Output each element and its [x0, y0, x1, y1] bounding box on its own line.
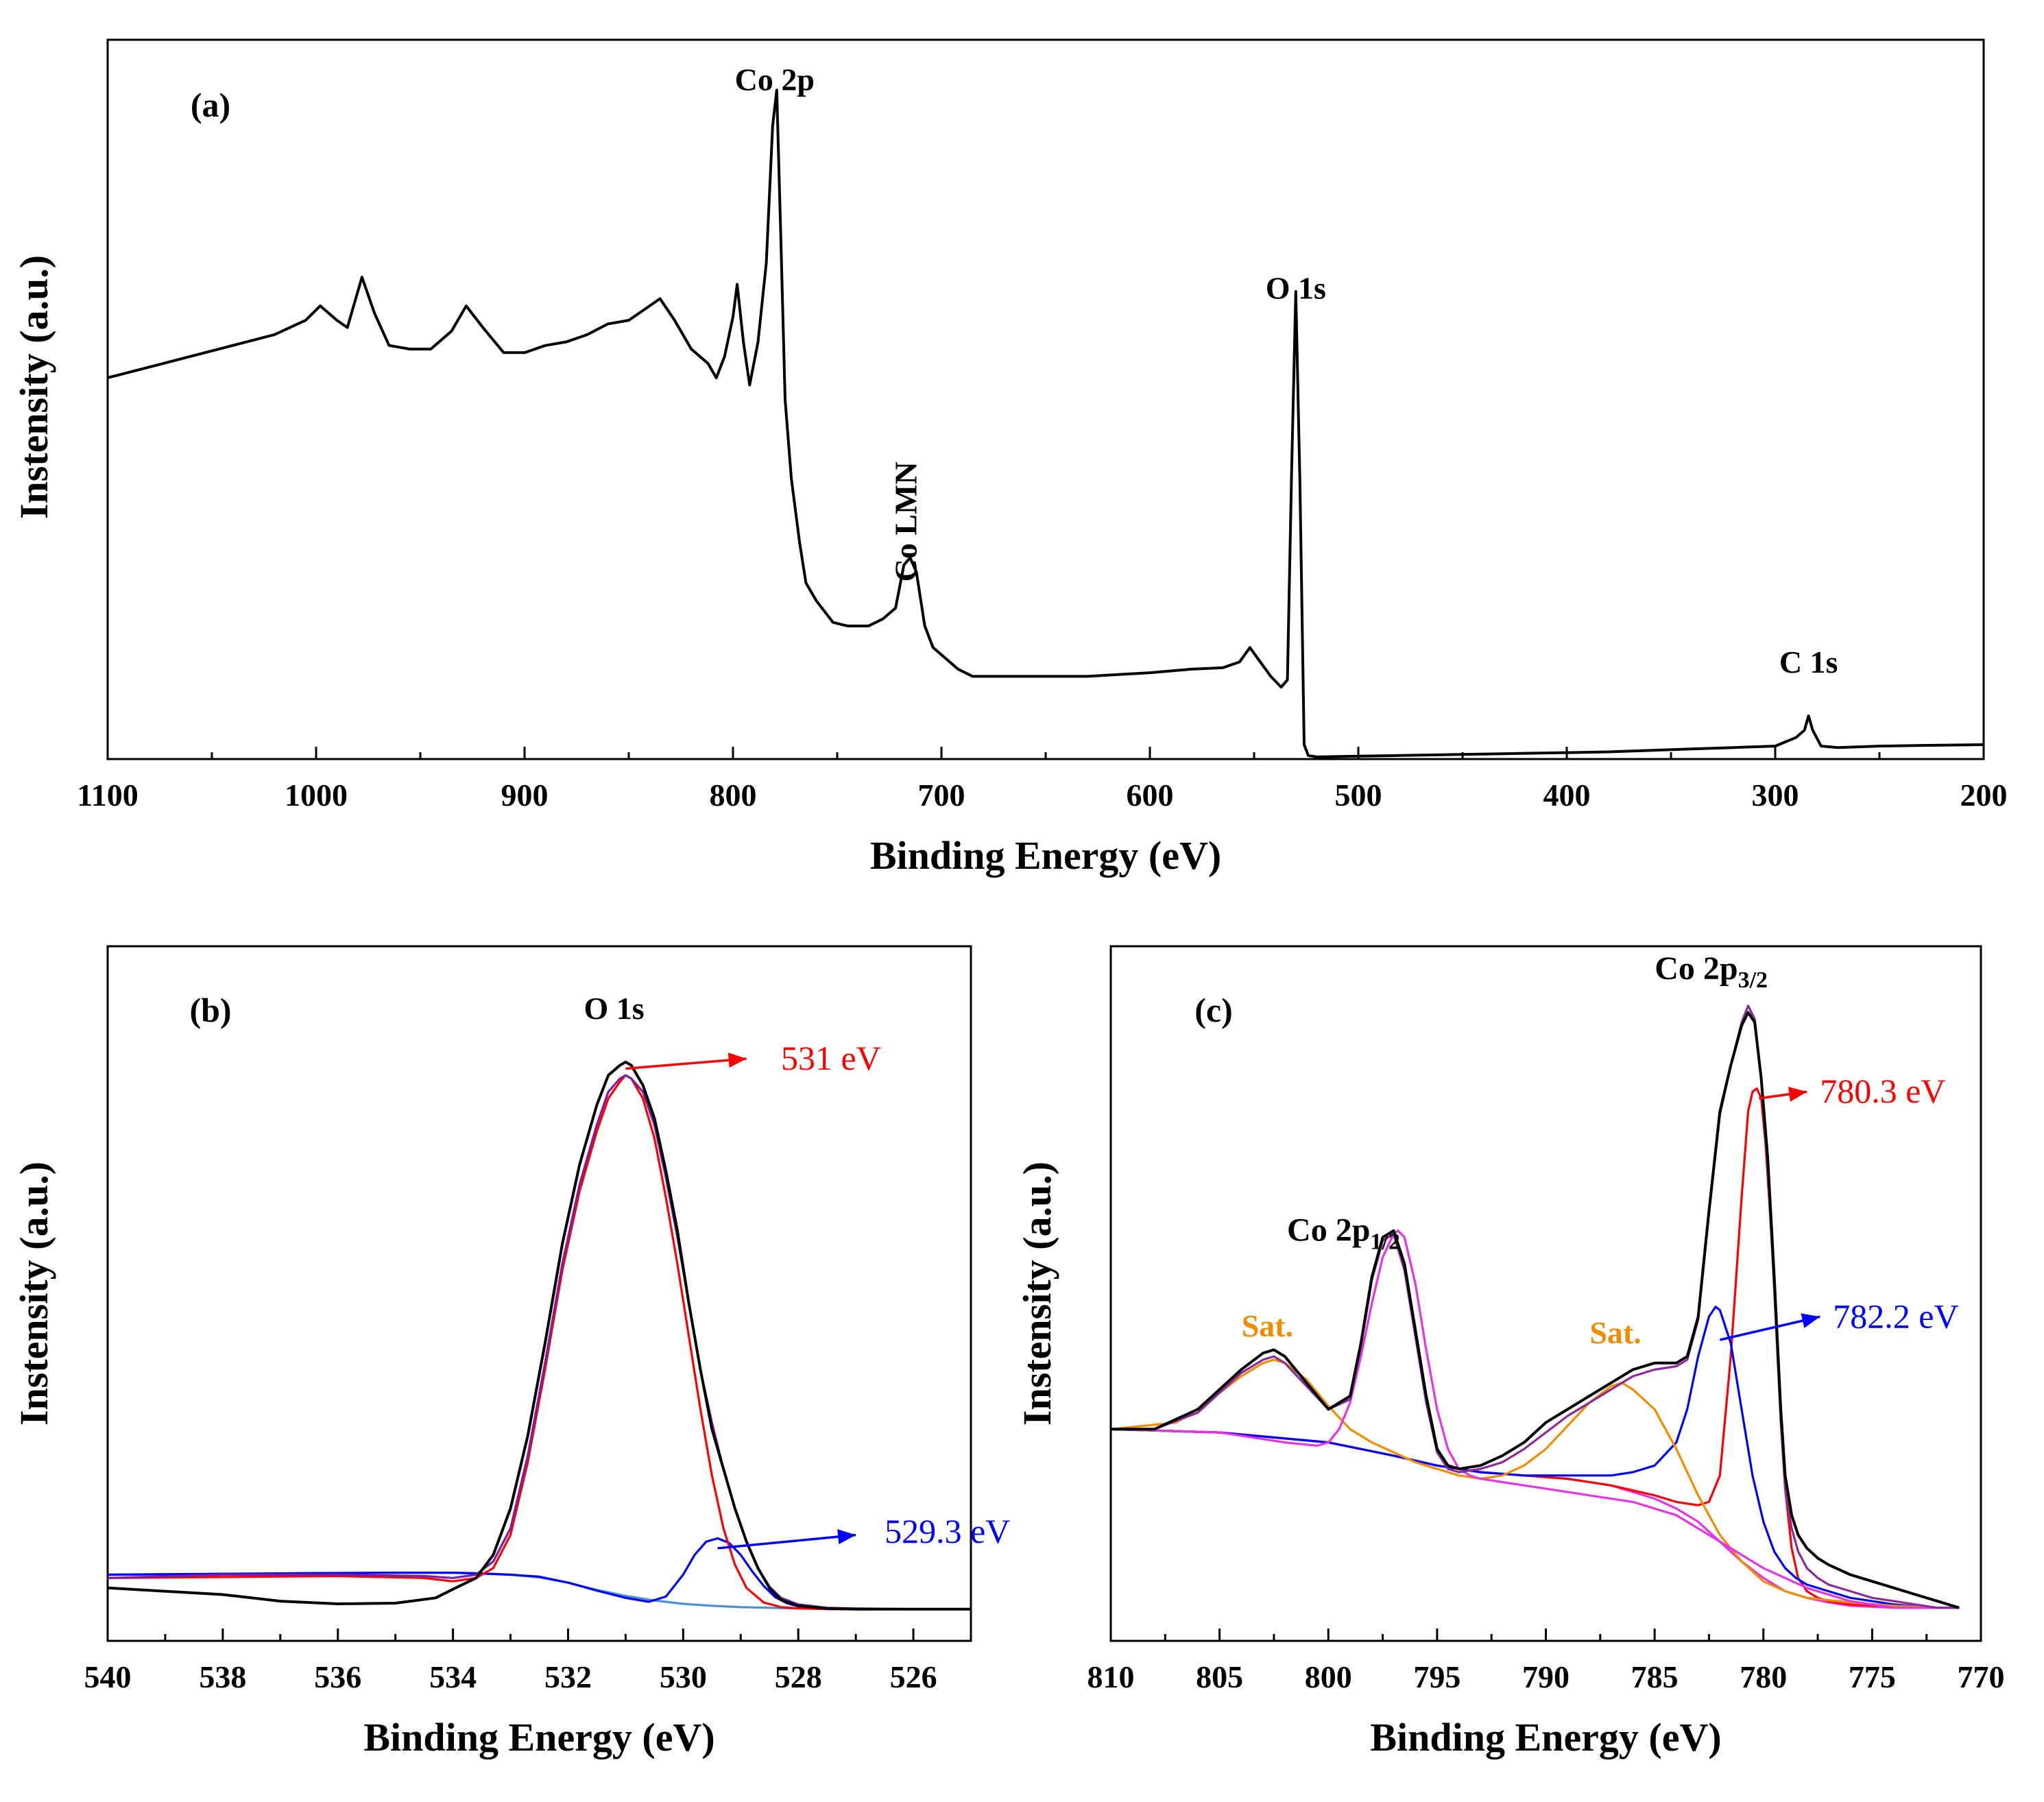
- x-tick-label: 500: [1335, 778, 1382, 813]
- x-tick-label: 528: [775, 1659, 822, 1694]
- peak-annotation: O 1s: [584, 991, 645, 1026]
- x-axis-label-a: Binding Energy (eV): [870, 833, 1221, 878]
- peak-annotation: Co LMN: [889, 461, 924, 581]
- x-tick-label: 300: [1752, 778, 1799, 813]
- x-tick-label: 785: [1631, 1659, 1679, 1694]
- x-tick-label: 536: [314, 1659, 361, 1694]
- series-c-satellite: [1111, 1358, 1960, 1609]
- x-tick-label: 900: [501, 778, 549, 813]
- x-tick-label: 400: [1543, 778, 1591, 813]
- y-axis-label-a: Instensity (a.u.): [12, 255, 56, 519]
- peak-annotation: Sat.: [1589, 1315, 1641, 1350]
- annotation-text: O 1s: [1266, 271, 1326, 306]
- value-arrow-head: [1801, 1313, 1820, 1328]
- series-c-co-2p1-2-component: [1111, 1229, 1960, 1609]
- series-c-782-2-ev-component: [1111, 1306, 1960, 1609]
- value-label: 782.2 eV: [1833, 1297, 1958, 1335]
- value-arrow-head: [837, 1529, 856, 1545]
- panel-label-a: (a): [191, 86, 230, 124]
- x-tick-label: 1000: [285, 778, 348, 813]
- x-tick-label: 700: [918, 778, 965, 813]
- value-label: 531 eV: [781, 1039, 881, 1077]
- x-tick-label: 775: [1849, 1659, 1896, 1694]
- series-c-experimental: [1111, 1011, 1960, 1609]
- annotation-text: Co 2p: [1287, 1212, 1370, 1248]
- annotation-text: C 1s: [1779, 645, 1838, 680]
- series-b-experimental: [108, 1060, 971, 1611]
- peak-annotation: O 1s: [1266, 271, 1326, 306]
- series-a-survey: [108, 88, 1984, 758]
- value-arrow-shaft: [717, 1533, 856, 1550]
- x-tick-label: 526: [890, 1659, 937, 1694]
- value-arrow-shaft: [625, 1057, 747, 1070]
- value-label: 780.3 eV: [1820, 1072, 1945, 1110]
- x-tick-label: 538: [199, 1659, 246, 1694]
- annotation-text: Co 2p: [735, 62, 815, 97]
- panel-b: 540 538 536 534 532 530 528 526 Binding Energy (…: [12, 945, 1010, 1759]
- x-tick-label: 795: [1413, 1659, 1460, 1694]
- y-axis-label-b: Instensity (a.u.): [12, 1162, 56, 1426]
- peak-annotation: Co 2p3/2: [1655, 950, 1768, 993]
- panels-group: 1100 1000 900 800 700 600 500 400 300 200 Binding …: [12, 38, 2008, 1759]
- value-arrow-head: [728, 1053, 747, 1068]
- series-b-531-ev-component: [108, 1074, 971, 1611]
- peak-annotation: Co 2p: [735, 62, 815, 97]
- x-tick-label: 770: [1958, 1659, 2005, 1694]
- x-tick-label: 800: [710, 778, 757, 813]
- x-axis-label-c: Binding Energy (eV): [1370, 1715, 1721, 1759]
- x-tick-label: 780: [1740, 1659, 1787, 1694]
- panel-a: 1100 1000 900 800 700 600 500 400 300 200 Binding …: [12, 38, 2008, 878]
- x-tick-label: 600: [1127, 778, 1174, 813]
- x-tick-label: 800: [1305, 1659, 1352, 1694]
- peak-annotation: Co 2p1/2: [1287, 1212, 1400, 1254]
- annotation-text: Sat.: [1242, 1308, 1293, 1343]
- peak-annotation: Sat.: [1242, 1308, 1293, 1343]
- annotation-text: O 1s: [584, 991, 645, 1026]
- x-tick-label: 530: [660, 1659, 707, 1694]
- annotation-text: Co 2p: [1655, 950, 1738, 987]
- plot-frame-b: [106, 945, 972, 1642]
- y-axis-label-c: Instensity (a.u.): [1015, 1162, 1059, 1426]
- annotation-text: Sat.: [1589, 1315, 1641, 1350]
- x-tick-label: 790: [1522, 1659, 1570, 1694]
- x-tick-label: 1100: [77, 778, 138, 813]
- x-tick-label: 534: [429, 1659, 477, 1694]
- value-arrow-head: [1788, 1086, 1807, 1102]
- value-label: 529.3 eV: [885, 1512, 1010, 1550]
- x-tick-label: 532: [544, 1659, 592, 1694]
- peak-annotation: C 1s: [1779, 645, 1838, 680]
- x-tick-label: 805: [1196, 1659, 1243, 1694]
- panel-label-b: (b): [189, 991, 231, 1029]
- panel-c: 810 805 800 795 790 785 780 775 770 Binding Energ…: [1015, 945, 2005, 1759]
- annotation-text: Co LMN: [889, 461, 924, 581]
- x-tick-label: 810: [1087, 1659, 1135, 1694]
- annotation-subscript: 3/2: [1738, 968, 1768, 993]
- x-axis-label-b: Binding Energy (eV): [363, 1715, 714, 1759]
- panel-label-c: (c): [1194, 991, 1233, 1029]
- annotation-subscript: 1/2: [1370, 1229, 1399, 1254]
- x-tick-label: 540: [84, 1659, 132, 1694]
- x-tick-label: 200: [1960, 778, 2008, 813]
